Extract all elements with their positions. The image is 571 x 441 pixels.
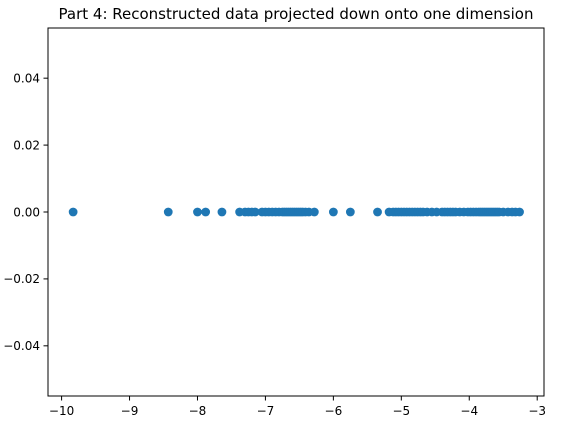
data-point (309, 207, 319, 217)
x-tick-label: −3 (528, 404, 546, 418)
y-tick-label: −0.02 (3, 272, 40, 286)
chart-title: Part 4: Reconstructed data projected dow… (59, 5, 534, 23)
data-point (250, 207, 260, 217)
y-tick-label: 0.02 (13, 138, 40, 152)
x-tick-label: −6 (325, 404, 343, 418)
data-point (345, 207, 355, 217)
data-point (217, 207, 227, 217)
x-tick-label: −4 (460, 404, 478, 418)
x-tick-label: −9 (121, 404, 139, 418)
y-tick-label: 0.00 (13, 205, 40, 219)
axes: −10 −9 −8 −7 −6 −5 −4 −3 −0.04 −0.02 0.00 0.02 0.04 (3, 27, 546, 418)
x-tick-label: −10 (49, 404, 74, 418)
plot-area (68, 207, 524, 217)
data-point (193, 207, 202, 217)
data-point (68, 207, 78, 217)
x-tick-label: −7 (257, 404, 275, 418)
data-point (515, 207, 524, 217)
data-point (163, 207, 173, 217)
data-point (201, 207, 211, 217)
data-point (328, 207, 338, 217)
data-point (373, 207, 382, 217)
x-tick-label: −5 (392, 404, 410, 418)
y-tick-label: 0.04 (13, 71, 40, 85)
y-tick-label: −0.04 (3, 339, 40, 353)
x-tick-label: −8 (189, 404, 207, 418)
